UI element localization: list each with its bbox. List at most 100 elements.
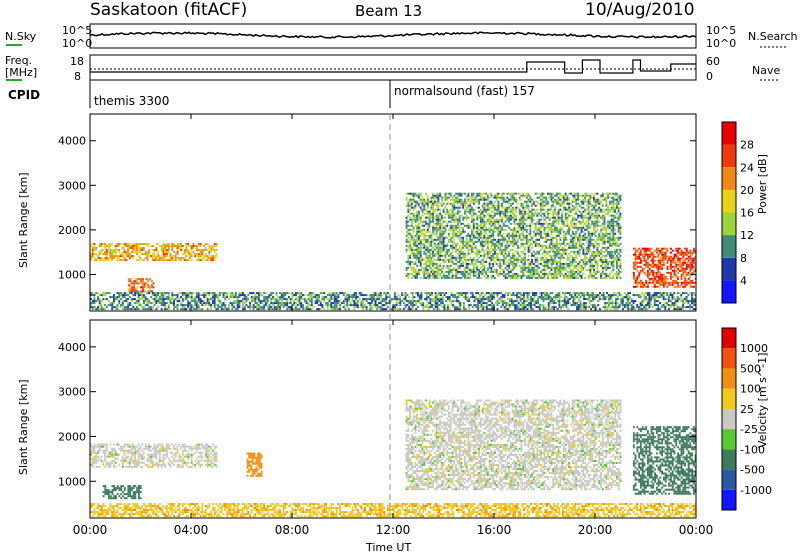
echo-cell: [478, 236, 480, 239]
echo-cell: [199, 259, 202, 262]
echo-cell: [495, 210, 498, 213]
echo-cell: [155, 308, 158, 311]
echo-cell: [680, 257, 683, 260]
echo-cell: [256, 304, 258, 307]
echo-cell: [446, 266, 449, 269]
echo-cell: [580, 268, 583, 271]
echo-cell: [689, 257, 692, 260]
echo-cell: [488, 248, 491, 251]
echo-cell: [231, 306, 234, 309]
echo-cell: [153, 300, 156, 303]
echo-cell: [98, 298, 101, 301]
echo-cell: [155, 243, 158, 245]
echo-cell: [111, 257, 114, 260]
echo-cell: [430, 220, 433, 223]
echo-cell: [573, 196, 576, 199]
echo-cell: [442, 220, 445, 223]
echo-cell: [428, 210, 431, 213]
echo-cell: [550, 206, 553, 209]
echo-cell: [495, 258, 498, 261]
echo-cell: [430, 248, 433, 251]
echo-cell: [409, 240, 412, 243]
echo-cell: [448, 214, 450, 217]
echo-cell: [538, 230, 541, 233]
echo-cell: [612, 234, 615, 237]
echo-cell: [547, 250, 549, 253]
echo-cell: [121, 302, 124, 305]
echo-cell: [455, 226, 457, 229]
echo-cell: [455, 262, 457, 265]
echo-cell: [210, 245, 213, 247]
echo-cell: [677, 263, 679, 266]
echo-cell: [664, 275, 667, 278]
echo-cell: [439, 194, 442, 197]
echo-cell: [256, 302, 258, 305]
echo-cell: [220, 292, 223, 295]
echo-cell: [144, 251, 147, 254]
echo-cell: [492, 254, 495, 257]
echo-cell: [605, 240, 608, 243]
echo-cell: [236, 304, 239, 307]
echo-cell: [591, 214, 594, 217]
echo-cell: [504, 198, 507, 201]
echo-cell: [98, 294, 101, 297]
echo-cell: [580, 222, 583, 225]
echo-cell: [499, 214, 502, 217]
echo-cell: [543, 212, 546, 215]
echo-cell: [601, 250, 604, 253]
echo-cell: [410, 260, 413, 263]
echo-cell: [693, 257, 695, 260]
echo-cell: [456, 268, 459, 271]
echo-cell: [486, 218, 489, 221]
echo-cell: [596, 222, 599, 225]
echo-cell: [524, 256, 526, 259]
echo-cell: [591, 266, 594, 269]
echo-cell: [453, 202, 456, 205]
echo-cell: [426, 268, 429, 271]
echo-cell: [453, 214, 456, 217]
echo-cell: [309, 296, 312, 299]
echo-cell: [142, 286, 144, 289]
echo-cell: [227, 306, 230, 309]
echo-cell: [659, 281, 662, 284]
echo-cell: [116, 255, 119, 258]
echo-cell: [524, 206, 526, 209]
echo-cell: [582, 262, 585, 265]
echo-cell: [570, 238, 572, 241]
echo-cell: [648, 253, 651, 256]
echo-cell: [160, 294, 163, 297]
echo-cell: [566, 216, 569, 219]
echo-cell: [272, 308, 274, 311]
echo-cell: [603, 242, 606, 245]
echo-cell: [181, 306, 184, 309]
echo-cell: [612, 254, 615, 257]
echo-cell: [453, 230, 456, 233]
echo-cell: [448, 258, 450, 261]
echo-cell: [127, 280, 130, 283]
echo-cell: [543, 264, 546, 267]
echo-cell: [596, 248, 599, 251]
echo-cell: [409, 260, 412, 263]
echo-cell: [178, 292, 181, 295]
echo-cell: [416, 200, 419, 203]
echo-cell: [462, 204, 465, 207]
echo-cell: [593, 204, 595, 207]
echo-cell: [137, 259, 140, 262]
echo-cell: [650, 251, 653, 254]
echo-cell: [134, 247, 137, 249]
echo-cell: [455, 218, 457, 221]
echo-cell: [540, 276, 542, 279]
echo-cell: [483, 244, 486, 247]
echo-cell: [509, 228, 512, 231]
echo-cell: [132, 308, 135, 311]
echo-cell: [173, 302, 175, 305]
echo-cell: [610, 260, 613, 263]
echo-cell: [678, 247, 681, 250]
echo-cell: [502, 198, 505, 201]
echo-cell: [509, 262, 512, 265]
echo-cell: [490, 256, 493, 259]
echo-cell: [419, 246, 422, 249]
echo-cell: [605, 200, 608, 203]
echo-cell: [534, 200, 537, 203]
echo-cell: [412, 270, 415, 273]
